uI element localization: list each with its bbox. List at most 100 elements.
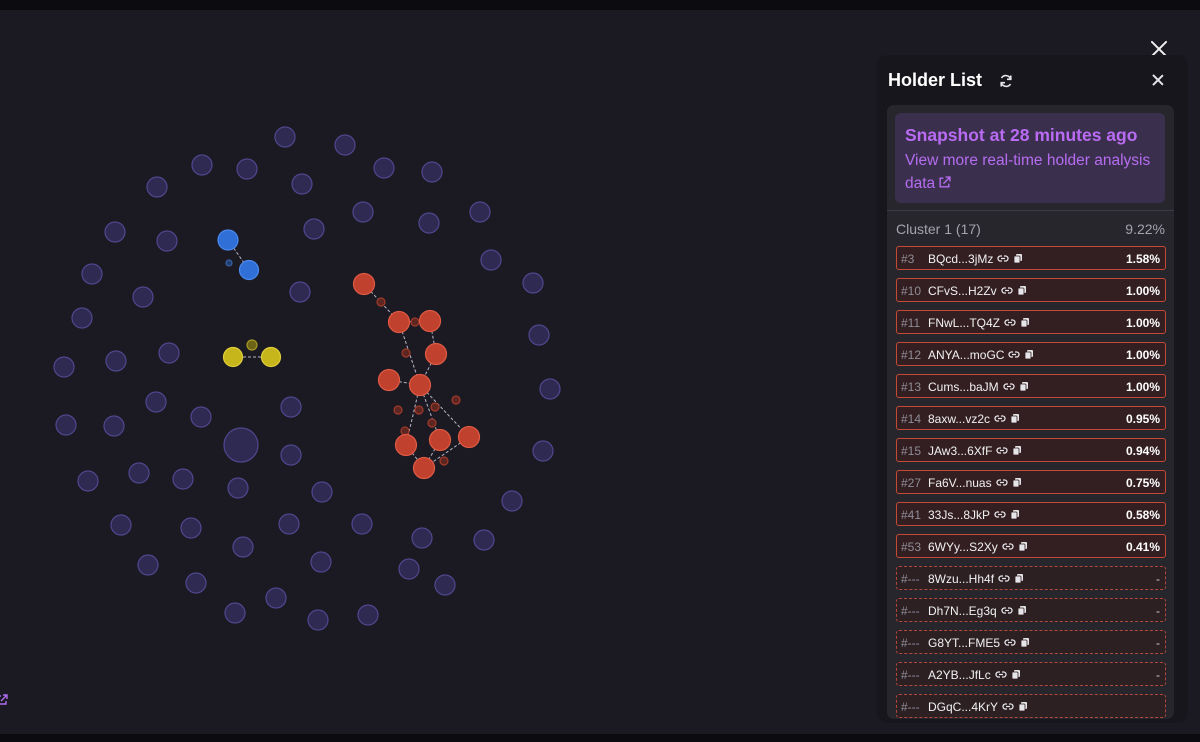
holder-bubble[interactable] [291, 173, 313, 195]
holder-row[interactable]: #15 JAw3...6XfF 0.94% [896, 438, 1166, 462]
cluster-bubble-red[interactable] [428, 428, 452, 452]
cluster-bubble-yellow[interactable] [260, 346, 282, 368]
cluster-bubble-red[interactable] [424, 342, 448, 366]
holder-row[interactable]: #13 Cums...baJM 1.00% [896, 374, 1166, 398]
cluster-bubble-red-small[interactable] [427, 418, 437, 428]
holder-bubble[interactable] [190, 406, 212, 428]
cluster-bubble-red-small[interactable] [401, 348, 411, 358]
holder-bubble[interactable] [191, 154, 213, 176]
cluster-bubble-yellow[interactable] [222, 346, 244, 368]
holder-address-text[interactable]: CFvS...H2Zv [928, 284, 997, 298]
holder-bubble[interactable] [278, 513, 300, 535]
copy-icon[interactable] [1019, 381, 1031, 392]
holder-bubble[interactable] [532, 440, 554, 462]
holder-bubble[interactable] [146, 176, 168, 198]
cluster-bubble-yellow-small[interactable] [246, 339, 258, 351]
holder-row[interactable]: #--- A2YB...JfLc - [896, 662, 1166, 686]
holder-bubble[interactable] [311, 481, 333, 503]
holder-bubble[interactable] [310, 551, 332, 573]
link-icon[interactable] [1002, 701, 1014, 712]
holder-bubble[interactable] [110, 514, 132, 536]
copy-icon[interactable] [1017, 285, 1029, 296]
holder-bubble[interactable] [469, 201, 491, 223]
holder-address[interactable]: 8axw...vz2c [928, 412, 1022, 426]
link-icon[interactable] [997, 253, 1009, 264]
cluster-bubble-red-small[interactable] [393, 405, 403, 415]
holder-bubble[interactable] [480, 249, 502, 271]
holder-row[interactable]: #11 FNwL...TQ4Z 1.00% [896, 310, 1166, 334]
holder-address-text[interactable]: 8Wzu...Hh4f [928, 572, 995, 586]
cluster-bubble-red[interactable] [412, 456, 436, 480]
holder-address-text[interactable]: ANYA...moGC [928, 348, 1005, 362]
cluster-bubble-red-small[interactable] [410, 317, 420, 327]
holder-bubble[interactable] [224, 602, 246, 624]
bubble-graph[interactable] [0, 10, 880, 734]
cluster-bubble-red[interactable] [457, 425, 481, 449]
holder-bubble[interactable] [77, 470, 99, 492]
cluster-bubble-red[interactable] [352, 272, 376, 296]
holder-address-text[interactable]: FNwL...TQ4Z [928, 316, 1001, 330]
holder-address[interactable]: 33Js...8JkP [928, 508, 1022, 522]
holder-address-text[interactable]: Dh7N...Eg3q [928, 604, 997, 618]
holder-bubble[interactable] [180, 517, 202, 539]
link-icon[interactable] [1003, 381, 1015, 392]
holder-bubble[interactable] [411, 527, 433, 549]
holder-address[interactable]: ANYA...moGC [928, 348, 1036, 362]
holder-bubble[interactable] [53, 356, 75, 378]
holder-bubble[interactable] [274, 126, 296, 148]
holder-address[interactable]: CFvS...H2Zv [928, 284, 1029, 298]
copy-icon[interactable] [1012, 445, 1024, 456]
holder-address-text[interactable]: G8YT...FME5 [928, 636, 1001, 650]
holder-bubble[interactable] [128, 462, 150, 484]
holder-address-text[interactable]: JAw3...6XfF [928, 444, 993, 458]
holder-address-text[interactable]: Fa6V...nuas [928, 476, 992, 490]
holder-bubble[interactable] [501, 490, 523, 512]
holder-address-text[interactable]: Cums...baJM [928, 380, 999, 394]
link-icon[interactable] [994, 413, 1006, 424]
holder-bubble[interactable] [81, 263, 103, 285]
link-icon[interactable] [1004, 637, 1016, 648]
external-link-icon[interactable] [0, 694, 10, 708]
realtime-analysis-link[interactable]: View more real-time holder analysis data [905, 149, 1155, 195]
holder-address[interactable]: FNwL...TQ4Z [928, 316, 1032, 330]
copy-icon[interactable] [1013, 253, 1025, 264]
close-panel-icon[interactable] [1151, 73, 1165, 87]
copy-icon[interactable] [1017, 605, 1029, 616]
copy-icon[interactable] [1020, 317, 1032, 328]
holder-bubble-large[interactable] [223, 427, 259, 463]
holder-row[interactable]: #14 8axw...vz2c 0.95% [896, 406, 1166, 430]
holder-bubble[interactable] [227, 477, 249, 499]
copy-icon[interactable] [1011, 669, 1023, 680]
holder-bubble[interactable] [265, 587, 287, 609]
holder-bubble[interactable] [398, 558, 420, 580]
holder-address-text[interactable]: 6WYy...S2Xy [928, 540, 998, 554]
cluster-bubble-blue-small[interactable] [225, 259, 233, 267]
copy-icon[interactable] [1010, 509, 1022, 520]
cluster-bubble-red[interactable] [408, 373, 432, 397]
copy-icon[interactable] [1018, 541, 1030, 552]
holder-bubble[interactable] [351, 513, 373, 535]
holder-bubble[interactable] [539, 378, 561, 400]
cluster-bubble-red-small[interactable] [376, 297, 386, 307]
holder-address[interactable]: BQcd...3jMz [928, 252, 1025, 266]
copy-icon[interactable] [1010, 413, 1022, 424]
holder-address[interactable]: G8YT...FME5 [928, 636, 1032, 650]
holder-bubble[interactable] [373, 157, 395, 179]
link-icon[interactable] [1004, 317, 1016, 328]
holder-bubble[interactable] [185, 572, 207, 594]
link-icon[interactable] [1001, 605, 1013, 616]
holder-bubble[interactable] [232, 536, 254, 558]
holder-address[interactable]: Fa6V...nuas [928, 476, 1024, 490]
link-icon[interactable] [995, 477, 1008, 488]
holder-bubble[interactable] [357, 604, 379, 626]
holder-address[interactable]: A2YB...JfLc [928, 668, 1023, 682]
holder-bubble[interactable] [473, 529, 495, 551]
holder-bubble[interactable] [434, 574, 456, 596]
cluster-bubble-red-small[interactable] [414, 405, 424, 415]
holder-row[interactable]: #--- G8YT...FME5 - [896, 630, 1166, 654]
link-icon[interactable] [998, 573, 1010, 584]
cluster-header[interactable]: Cluster 1 (17) 9.22% [887, 210, 1174, 246]
holder-bubble[interactable] [421, 161, 443, 183]
holder-row[interactable]: #10 CFvS...H2Zv 1.00% [896, 278, 1166, 302]
link-icon[interactable] [1002, 541, 1014, 552]
